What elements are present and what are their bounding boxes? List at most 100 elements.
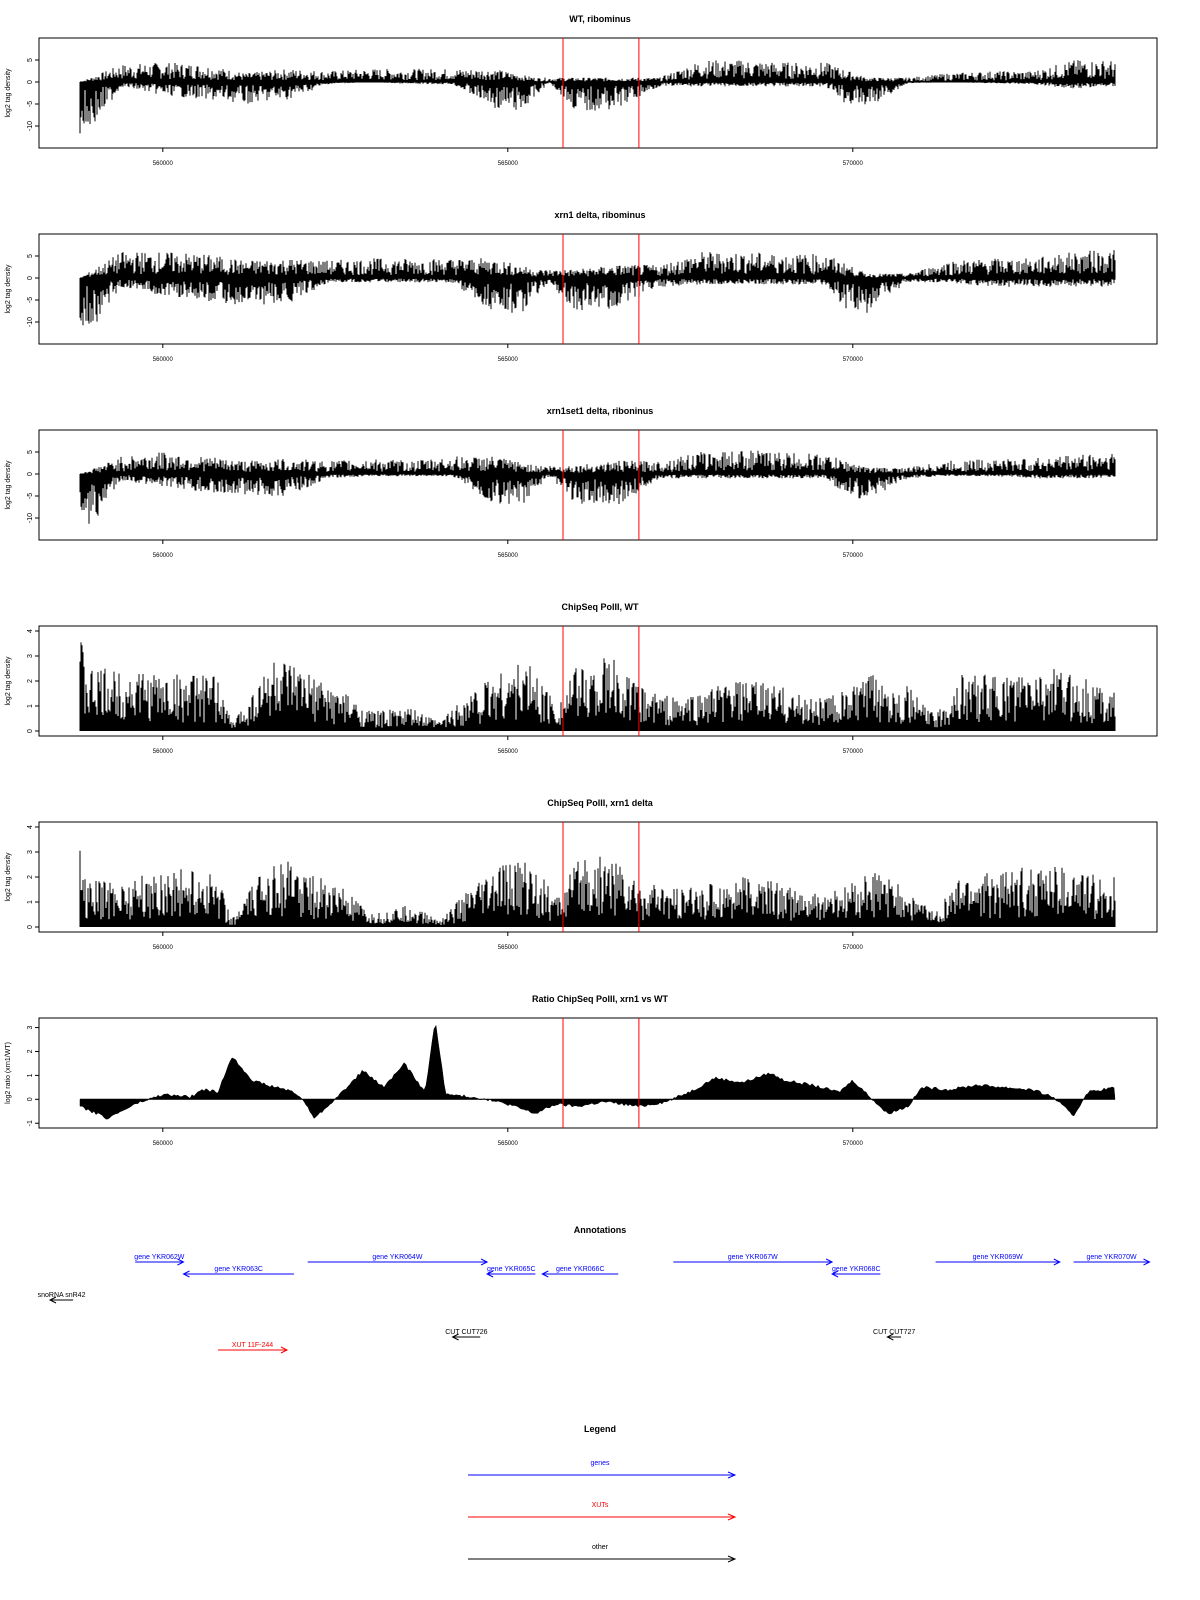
- feature-arrowhead: [1053, 1258, 1061, 1266]
- y-tick-label: 0: [27, 729, 34, 733]
- feature-arrowhead: [825, 1258, 834, 1266]
- y-axis-label: log2 tag density: [5, 264, 12, 314]
- y-tick-label: 0: [27, 925, 34, 929]
- legend-item-arrowhead: [727, 1555, 737, 1563]
- legend-item-label: genes: [590, 1460, 610, 1467]
- legend-panel: Legend genes XUTs other: [468, 1424, 737, 1563]
- series-bars-minus: [79, 474, 1116, 524]
- feature-label: gene YKR063C: [214, 1266, 263, 1273]
- y-tick-label: 3: [27, 654, 34, 658]
- chart-panel-3: xrn1set1 delta, riboninus log2 tag densit…: [5, 406, 1158, 559]
- feature-arrowhead: [48, 1296, 57, 1304]
- feature-gene-ykr066c: gene YKR066C: [541, 1266, 619, 1278]
- feature-label: XUT 11F-244: [232, 1342, 273, 1349]
- annotations-title: Annotations: [574, 1225, 627, 1235]
- feature-label: gene YKR068C: [832, 1266, 881, 1273]
- series-bars-plus: [80, 450, 1116, 474]
- x-tick-label: 565000: [498, 553, 519, 559]
- y-tick-label: 0: [27, 276, 34, 280]
- x-tick-label: 560000: [153, 945, 174, 951]
- x-tick-label: 560000: [153, 749, 174, 755]
- feature-gene-ykr062w: gene YKR062W: [134, 1254, 185, 1266]
- y-tick-label: -10: [27, 121, 34, 131]
- y-axis-label: log2 tag density: [5, 68, 12, 118]
- y-axis-label: log2 tag density: [5, 656, 12, 706]
- x-tick-label: 565000: [498, 1141, 519, 1147]
- legend-item-arrowhead: [727, 1513, 737, 1521]
- y-tick-label: 0: [27, 1097, 34, 1101]
- y-tick-label: 2: [27, 1049, 34, 1053]
- x-tick-label: 565000: [498, 945, 519, 951]
- feature-label: CUT CUT726: [445, 1329, 487, 1336]
- feature-label: gene YKR066C: [556, 1266, 605, 1273]
- y-tick-label: 5: [27, 450, 34, 454]
- feature-gene-ykr063c: gene YKR063C: [182, 1266, 294, 1278]
- chart-title: xrn1set1 delta, riboninus: [547, 406, 654, 416]
- feature-label: gene YKR065C: [487, 1266, 536, 1273]
- feature-label: gene YKR064W: [372, 1254, 422, 1261]
- series-area: [79, 1024, 1116, 1120]
- legend-title: Legend: [584, 1424, 616, 1434]
- y-tick-label: 0: [27, 472, 34, 476]
- feature-gene-ykr067w: gene YKR067W: [673, 1254, 834, 1266]
- y-tick-label: 5: [27, 58, 34, 62]
- plot-frame: [38, 37, 1158, 149]
- chart-title: xrn1 delta, ribominus: [554, 210, 645, 220]
- x-tick-label: 560000: [153, 1141, 174, 1147]
- y-tick-label: 2: [27, 875, 34, 879]
- feature-arrowhead: [451, 1333, 459, 1341]
- feature-arrowhead: [1143, 1258, 1151, 1266]
- x-tick-label: 560000: [153, 553, 174, 559]
- feature-gene-ykr064w: gene YKR064W: [307, 1254, 489, 1266]
- x-tick-label: 570000: [843, 1141, 864, 1147]
- y-tick-label: 4: [27, 825, 34, 829]
- legend-item-label: other: [592, 1544, 609, 1551]
- feature-arrowhead: [541, 1270, 549, 1278]
- legend-item-xut: XUTs: [468, 1502, 737, 1521]
- feature-label: CUT CUT727: [873, 1329, 915, 1336]
- plot-frame: [38, 429, 1158, 541]
- chart-panel-1: WT, ribominus log2 tag density -10 -5 0 5 5600…: [5, 14, 1158, 167]
- series-bars-plus: [79, 642, 1116, 731]
- y-tick-label: -5: [27, 297, 34, 303]
- x-tick-label: 570000: [843, 357, 864, 363]
- feature-label: snoRNA snR42: [38, 1292, 86, 1299]
- x-tick-label: 565000: [498, 749, 519, 755]
- feature-label: gene YKR070W: [1087, 1254, 1137, 1261]
- y-tick-label: -1: [27, 1120, 34, 1126]
- series-bars-plus: [80, 250, 1116, 278]
- feature-arrowhead: [280, 1346, 289, 1354]
- feature-label: gene YKR062W: [134, 1254, 184, 1261]
- feature-arrowhead: [480, 1258, 489, 1266]
- feature-gene-ykr069w: gene YKR069W: [935, 1254, 1061, 1266]
- x-tick-label: 570000: [843, 749, 864, 755]
- chart-title: WT, ribominus: [569, 14, 631, 24]
- chart-title: ChipSeq PolII, xrn1 delta: [547, 798, 654, 808]
- x-tick-label: 565000: [498, 357, 519, 363]
- feature-gene-ykr070w: gene YKR070W: [1073, 1254, 1151, 1266]
- series-bars-plus: [80, 60, 1116, 82]
- y-tick-label: 1: [27, 900, 34, 904]
- feature-gene-ykr068c: gene YKR068C: [830, 1266, 881, 1278]
- chart-panel-4: ChipSeq PolII, WT log2 tag density 0 1 2 3 4 56…: [5, 602, 1158, 755]
- y-tick-label: 5: [27, 254, 34, 258]
- y-tick-label: 1: [27, 1073, 34, 1077]
- annotations-panel: Annotations gene YKR062W gene YKR063C gene …: [38, 1225, 1151, 1354]
- y-axis-label: log2 ratio (xrn1/WT): [5, 1042, 12, 1104]
- y-tick-label: -5: [27, 101, 34, 107]
- feature-xut-11f-244: XUT 11F-244: [218, 1342, 289, 1354]
- x-tick-label: 570000: [843, 553, 864, 559]
- y-axis-label: log2 tag density: [5, 460, 12, 510]
- feature-arrowhead: [177, 1258, 185, 1266]
- series-bars-minus: [79, 278, 1116, 326]
- feature-arrowhead: [182, 1270, 190, 1278]
- x-tick-label: 565000: [498, 161, 519, 167]
- x-tick-label: 560000: [153, 357, 174, 363]
- chart-title: Ratio ChipSeq PolII, xrn1 vs WT: [532, 994, 669, 1004]
- y-axis-label: log2 tag density: [5, 852, 12, 902]
- feature-label: gene YKR067W: [728, 1254, 778, 1261]
- chart-title: ChipSeq PolII, WT: [562, 602, 639, 612]
- plot-frame: [38, 1017, 1158, 1129]
- legend-item-gene: genes: [468, 1460, 737, 1479]
